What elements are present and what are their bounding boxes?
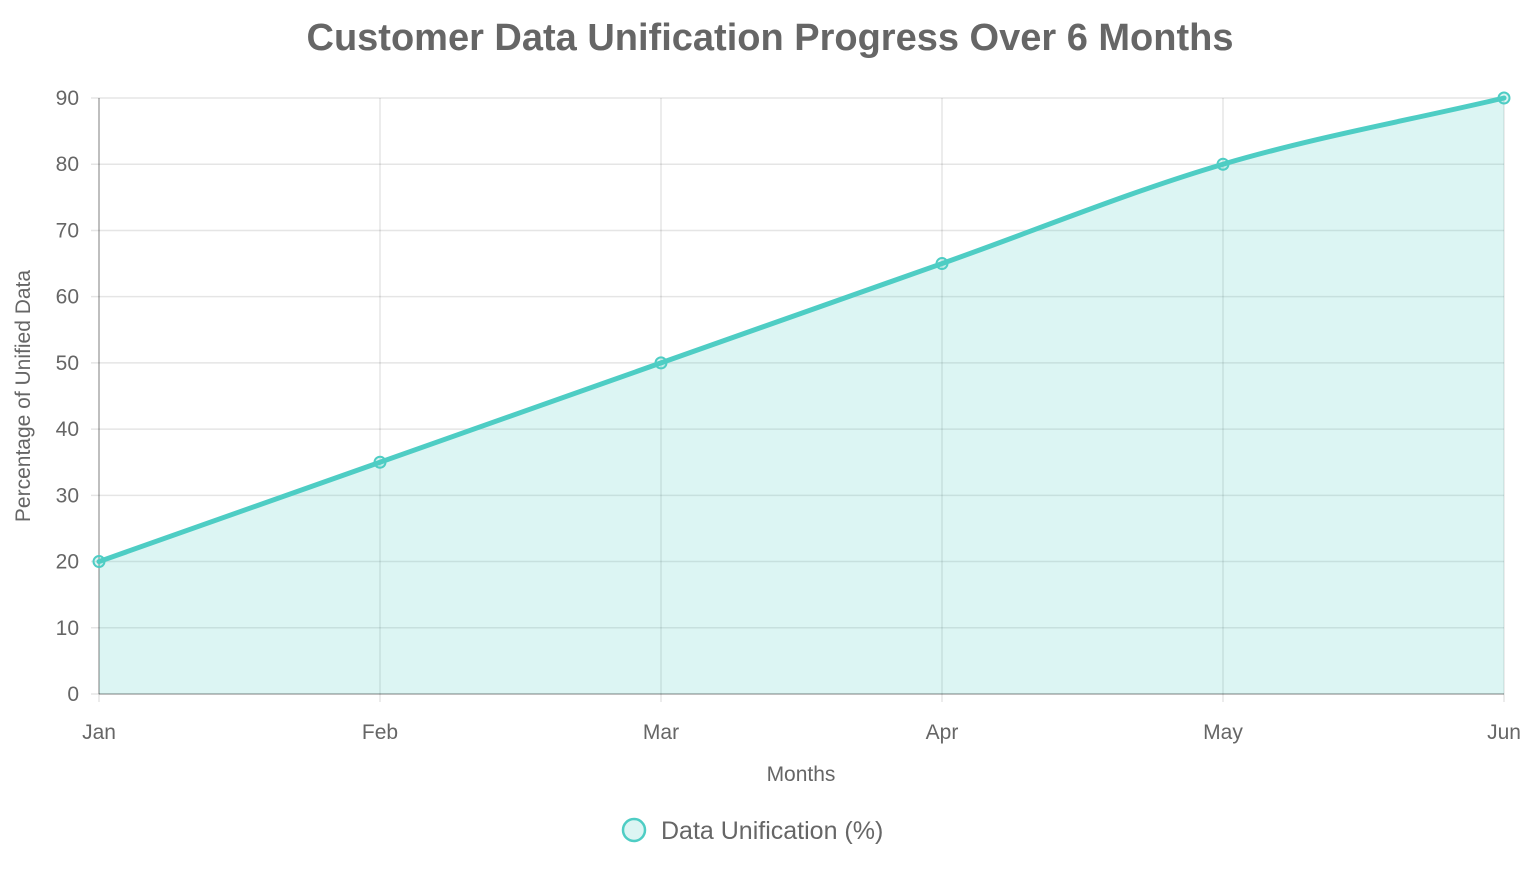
- x-axis-title: Months: [767, 763, 836, 786]
- y-tick-label: 90: [56, 87, 79, 110]
- y-tick-label: 50: [56, 352, 79, 375]
- area-fill-layer: [99, 98, 1504, 694]
- data-points: [92, 91, 1511, 569]
- data-point[interactable]: [1497, 91, 1511, 105]
- legend[interactable]: Data Unification (%): [621, 817, 883, 845]
- data-point[interactable]: [92, 555, 106, 569]
- x-tick-label: Mar: [643, 721, 679, 744]
- x-tick-label: Feb: [362, 721, 398, 744]
- data-point[interactable]: [1216, 157, 1230, 171]
- y-tick-label: 60: [56, 286, 79, 309]
- y-tick-label: 0: [67, 683, 79, 706]
- grid-lines: [91, 97, 1505, 702]
- x-tick-label: Apr: [926, 721, 959, 744]
- y-tick-label: 30: [56, 484, 79, 507]
- x-tick-label: Jan: [82, 721, 116, 744]
- x-tick-label: May: [1203, 721, 1243, 744]
- series-line: [96, 95, 1507, 565]
- axes: [98, 98, 1504, 695]
- y-axis-tick-labels: 0 10 20 30 40 50 60 70 80 90: [56, 87, 79, 706]
- chart-title: Customer Data Unification Progress Over …: [307, 17, 1234, 59]
- y-tick-label: 40: [56, 418, 79, 441]
- data-point[interactable]: [373, 455, 387, 469]
- series-area: [99, 98, 1504, 694]
- y-tick-label: 80: [56, 153, 79, 176]
- data-point[interactable]: [935, 257, 949, 271]
- x-tick-label: Jun: [1487, 721, 1521, 744]
- legend-label: Data Unification (%): [661, 817, 883, 845]
- y-tick-label: 10: [56, 617, 79, 640]
- y-tick-label: 70: [56, 219, 79, 242]
- y-axis-title: Percentage of Unified Data: [12, 270, 35, 522]
- legend-marker: [621, 817, 647, 843]
- data-point[interactable]: [654, 356, 668, 370]
- series-line-layer: [96, 95, 1507, 565]
- x-axis-tick-labels: Jan Feb Mar Apr May Jun: [82, 721, 1521, 744]
- y-tick-label: 20: [56, 551, 79, 574]
